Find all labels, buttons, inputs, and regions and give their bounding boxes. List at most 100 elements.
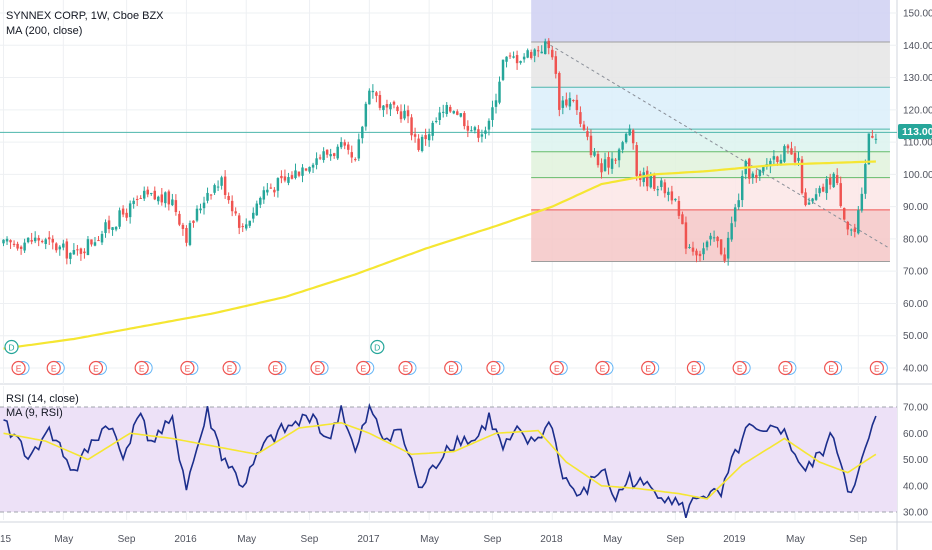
candle-body (434, 120, 438, 122)
candle-body (209, 194, 213, 196)
candle-body (508, 55, 512, 57)
candle-body (424, 135, 427, 140)
time-tick-label: May (603, 534, 622, 545)
earnings-marker-letter: E (16, 364, 22, 374)
candle-body (674, 198, 677, 201)
candle-body (691, 247, 695, 252)
candle-body (164, 192, 167, 204)
candle-body (843, 207, 846, 220)
candle-body (378, 95, 382, 108)
rsi-band (0, 407, 897, 512)
candle-body (628, 128, 631, 136)
candle-body (132, 200, 135, 205)
candle-body (617, 149, 621, 161)
earnings-marker-letter: E (645, 364, 651, 374)
candle-body (860, 193, 864, 211)
candle-body (459, 113, 463, 117)
earnings-marker (595, 360, 610, 376)
dividend-marker (370, 339, 385, 355)
candle-body (804, 192, 807, 206)
candle-body (223, 176, 227, 195)
fib-zone (531, 87, 890, 130)
fibonacci-retracement[interactable] (531, 0, 890, 262)
earnings-marker (11, 360, 26, 376)
candle-body (188, 223, 192, 245)
candle-body (709, 235, 712, 240)
candle-body (142, 190, 146, 199)
candle-body (202, 202, 206, 209)
price-tick-label: 90.00 (903, 202, 928, 213)
candle-body (237, 215, 241, 228)
last-price-tag-bg (898, 124, 932, 139)
candle-body (413, 134, 417, 137)
candle-body (16, 243, 19, 249)
candle-body (301, 167, 304, 176)
candle-body (501, 59, 505, 80)
dividend-marker-letter: D (8, 343, 14, 353)
candle-body (818, 188, 821, 194)
candle-body (294, 170, 297, 179)
candle-body (160, 194, 164, 203)
time-tick-label: 2016 (174, 534, 197, 545)
candle-body (297, 171, 301, 176)
candle-body (726, 237, 730, 259)
candle-body (199, 208, 202, 211)
candle-body (593, 152, 596, 156)
candle-body (596, 153, 600, 166)
candle-body (807, 202, 811, 205)
price-tick-label: 100.00 (903, 170, 932, 181)
candle-body (375, 92, 378, 96)
dashed-trend-line (544, 41, 891, 250)
time-tick-label: Sep (118, 534, 136, 545)
candle-body (181, 224, 185, 229)
candle-body (128, 203, 132, 218)
candle-body (241, 226, 244, 228)
candle-body (48, 237, 51, 240)
candle-body (586, 131, 589, 137)
candle-body (427, 134, 431, 141)
candle-body (220, 177, 223, 186)
candle-body (797, 157, 800, 161)
candle-body (751, 173, 755, 178)
candle-body (758, 169, 762, 176)
candle-body (484, 130, 487, 134)
candle-body (748, 158, 751, 179)
candle-body (406, 110, 410, 117)
price-tick-label: 50.00 (903, 331, 928, 342)
candle-body (579, 112, 582, 124)
candle-body (396, 106, 399, 112)
candle-body (779, 159, 783, 165)
candle-body (477, 129, 480, 138)
candle-body (403, 110, 406, 119)
candle-body (505, 56, 508, 62)
candle-body (695, 250, 698, 256)
earnings-marker-letter: E (273, 364, 279, 374)
candle-body (589, 135, 593, 156)
candle-body (382, 105, 385, 111)
candle-body (730, 223, 733, 240)
candle-body (12, 243, 16, 245)
earnings-marker (356, 360, 371, 376)
candle-body (452, 111, 456, 114)
candle-body (515, 55, 519, 64)
candle-body (107, 220, 111, 230)
ma200-line (3, 160, 876, 350)
candle-body (33, 237, 37, 242)
candle-body (114, 226, 118, 230)
earnings-marker (486, 360, 501, 376)
candle-body (58, 246, 62, 250)
time-tick-label: 15 (0, 534, 12, 545)
candle-body (150, 192, 153, 194)
candle-body (487, 120, 491, 130)
trend-line[interactable] (544, 41, 891, 250)
candle-body (762, 166, 765, 172)
dividend-marker (4, 339, 19, 355)
earnings-marker (641, 360, 656, 376)
candle-body (853, 228, 857, 232)
time-tick-label: May (54, 534, 73, 545)
candle-body (62, 243, 65, 248)
earnings-marker-letter: E (315, 364, 321, 374)
earnings-marker-letter: E (491, 364, 497, 374)
candle-body (290, 175, 294, 179)
